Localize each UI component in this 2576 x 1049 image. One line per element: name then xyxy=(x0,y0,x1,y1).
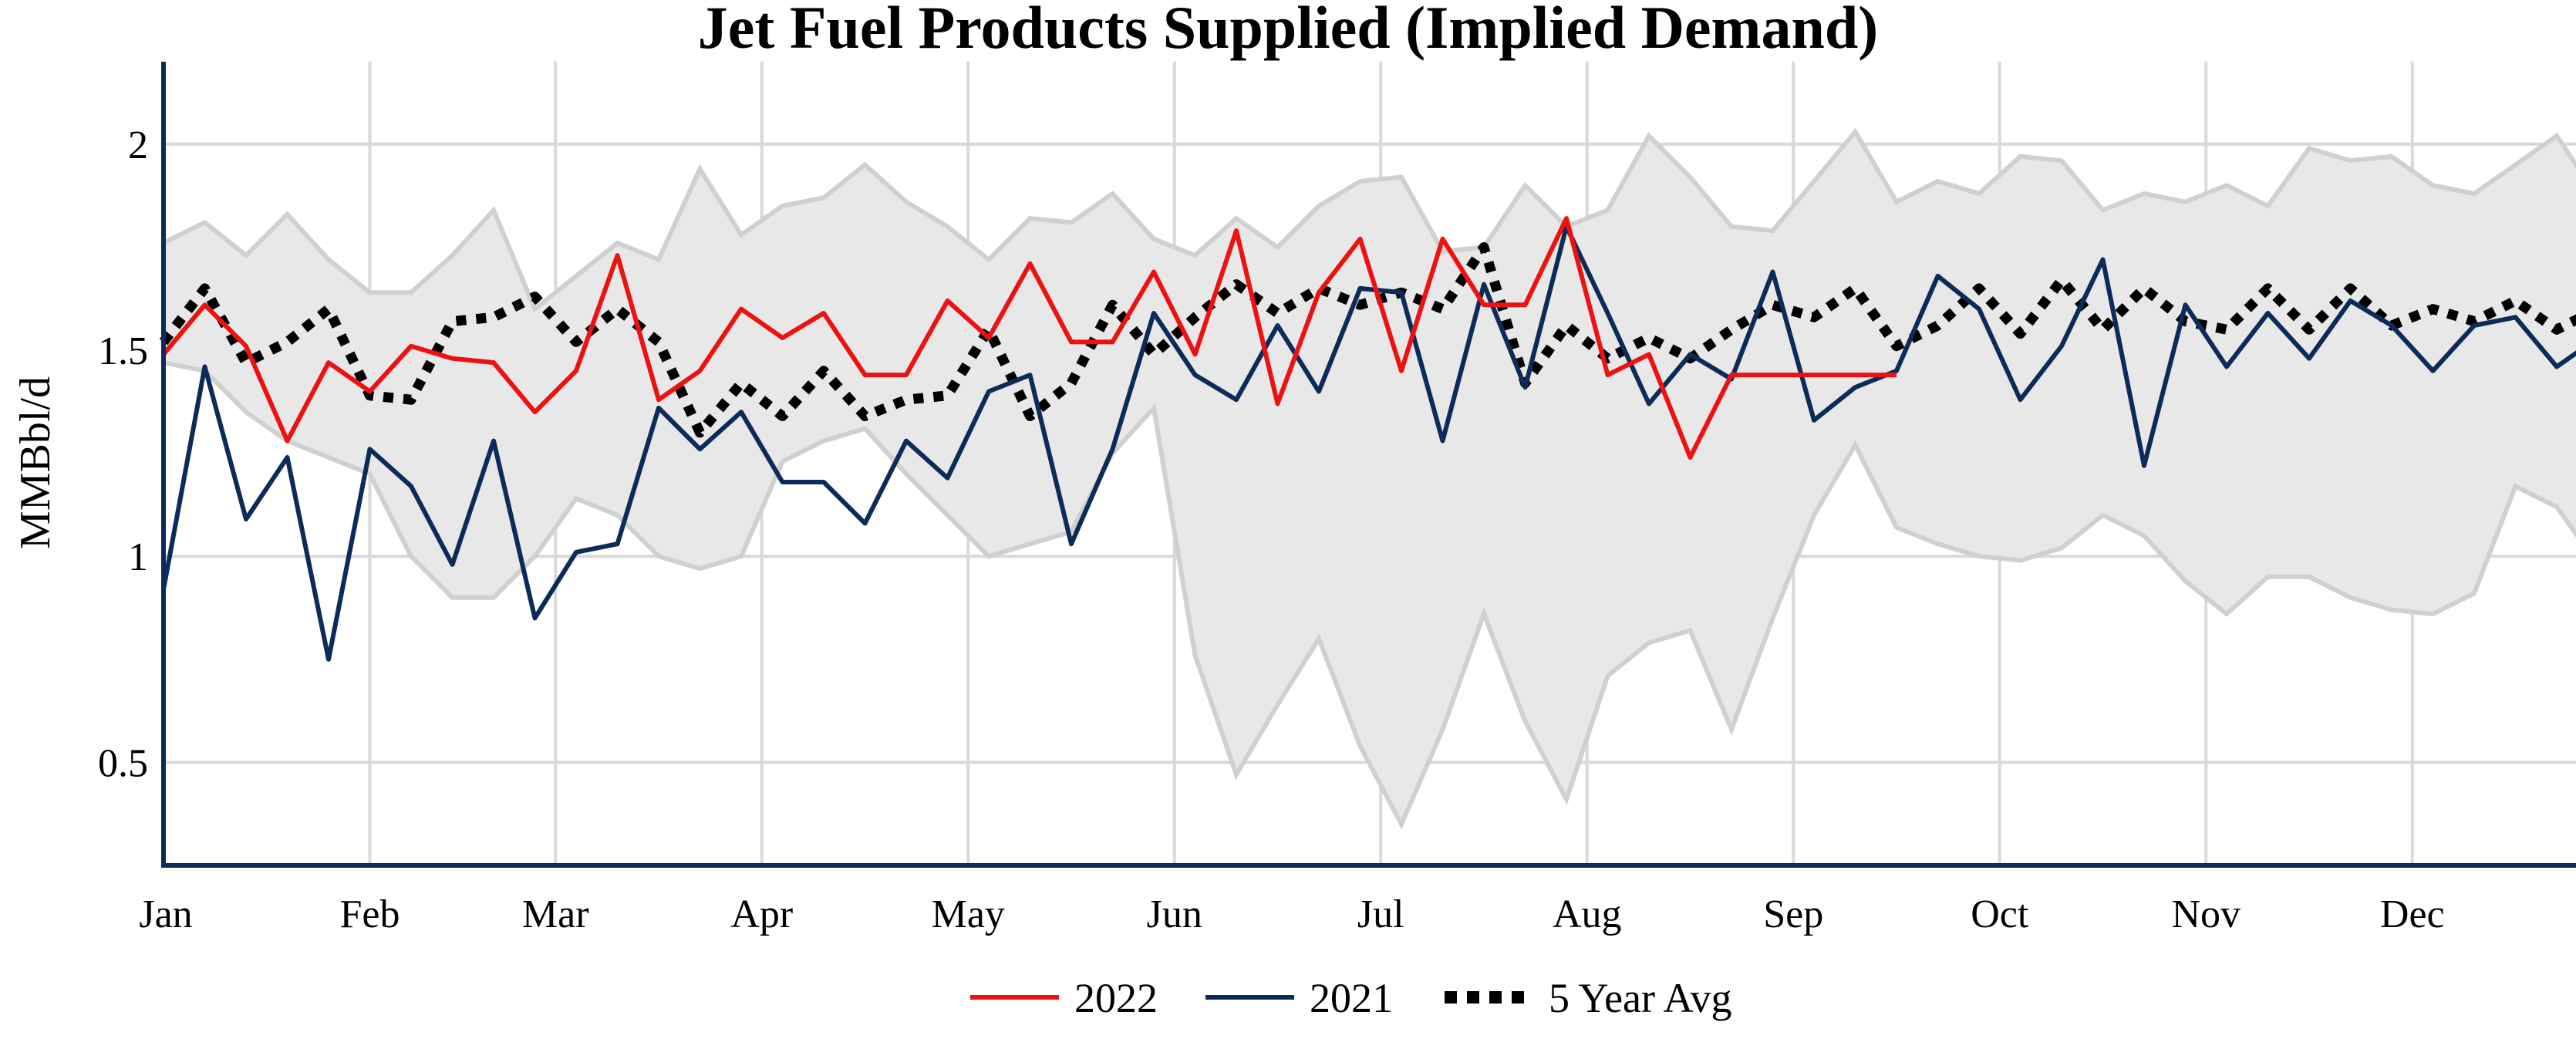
x-tick-label: Nov xyxy=(2171,892,2241,936)
x-tick-label: Apr xyxy=(730,892,793,936)
legend-label: 2021 xyxy=(1310,975,1393,1021)
y-axis-title: MMBbl/d xyxy=(12,376,59,549)
chart-title: Jet Fuel Products Supplied (Implied Dema… xyxy=(698,0,1879,61)
series-line-2022 xyxy=(161,216,1897,460)
x-tick-label: Jan xyxy=(139,892,192,936)
x-tick-label: Oct xyxy=(1971,892,2029,936)
tick-labels: 0.5 1 1.5 2 Jan Feb Mar Apr May Jun Jul Aug Sep Oct No… xyxy=(98,123,2445,936)
series-line-5-year-avg xyxy=(159,242,2576,438)
series-line-2021 xyxy=(161,224,2576,662)
y-tick-label: 1.5 xyxy=(98,329,148,373)
range-band-area xyxy=(164,131,2576,825)
x-tick-label: Sep xyxy=(1763,892,1823,936)
x-tick-label: Mar xyxy=(522,892,589,936)
y-tick-label: 2 xyxy=(128,123,148,167)
x-tick-label: May xyxy=(932,892,1005,936)
range-band xyxy=(162,127,2576,830)
x-tick-label: Jun xyxy=(1147,892,1202,936)
x-tick-label: Feb xyxy=(340,892,400,936)
legend-label: 2022 xyxy=(1074,975,1158,1021)
x-tick-label: Aug xyxy=(1553,892,1622,936)
x-tick-label: Dec xyxy=(2380,892,2445,936)
range-band-upper-edge xyxy=(162,127,2576,313)
y-tick-label: 1 xyxy=(128,535,148,579)
range-band-lower-edge xyxy=(163,360,2576,830)
legend: 2022 2021 5 Year Avg xyxy=(970,975,1732,1021)
axes xyxy=(161,62,2576,868)
x-tick-label: Jul xyxy=(1357,892,1404,936)
y-tick-label: 0.5 xyxy=(98,741,148,785)
series-lines xyxy=(159,216,2576,662)
legend-label: 5 Year Avg xyxy=(1549,975,1732,1021)
